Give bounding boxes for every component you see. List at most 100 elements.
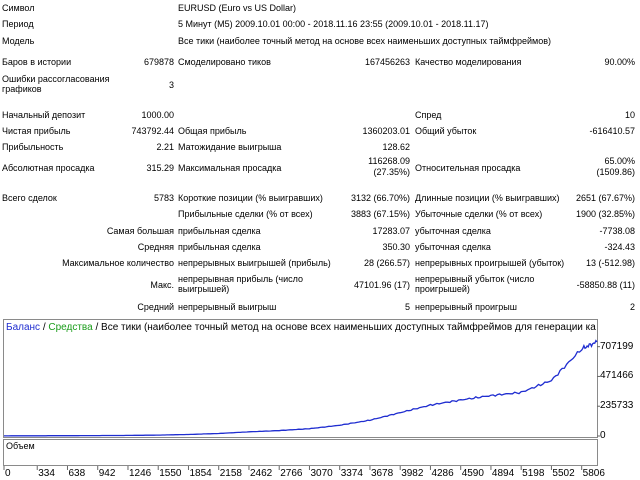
deposit-value: 1000.00 [141,110,174,120]
max-cons-profit-label: непрерывная прибыль (число выигрышей) [178,274,304,294]
bars-label: Баров в истории [2,57,72,67]
profit-trades-value: 3883 (67.15%) [350,209,410,219]
largest-profit-value: 17283.07 [372,226,410,236]
model-value: Все тики (наиболее точный метод на основ… [178,36,551,46]
bars-value: 679878 [143,57,174,67]
y-tick-label: 235733 [600,400,634,412]
max-count-label: Максимальное количество [62,258,174,268]
x-tick-label: 638 [68,468,86,479]
x-tick-label: 3070 [310,468,333,479]
y-tick-label: 707199 [600,340,634,352]
long-positions-label: Длинные позиции (% выигравших) [415,193,560,203]
legend-separator: / [40,322,49,333]
legend-description: / Все тики (наиболее точный метод на осн… [92,322,596,333]
avg-cons-wins-label: непрерывный выигрыш [178,302,277,312]
average-profit-label: прибыльная сделка [178,242,261,252]
short-positions-value: 3132 (66.70%) [350,193,410,203]
y-tick-label: 471466 [600,370,634,382]
x-tick-label: 1246 [128,468,152,479]
largest-loss-value: -7738.08 [599,226,635,236]
x-tick-label: 4894 [491,468,515,479]
x-tick-label: 3374 [340,468,363,479]
net-profit-value: 743792.44 [131,126,174,136]
x-tick-label: 3982 [401,468,424,479]
average-label: Средняя [137,242,174,252]
average-loss-label: убыточная сделка [415,242,491,252]
max-drawdown-label: Максимальная просадка [178,163,282,173]
x-tick-label: 1550 [159,468,182,479]
loss-trades-label: Убыточные сделки (% от всех) [415,209,543,219]
average-profit-value: 350.30 [382,242,410,252]
avg-cons-losses-label: непрерывный проигрыш [415,302,517,312]
max-label: Макс. [150,280,174,290]
rel-drawdown-value: 65.00% [604,156,635,166]
volume-panel [3,439,598,466]
net-profit-label: Чистая прибыль [2,126,71,136]
ticks-value: 167456263 [364,57,410,67]
average-loss-value: -324.43 [604,242,635,252]
largest-profit-label: прибыльная сделка [178,226,261,236]
abs-drawdown-label: Абсолютная просадка [2,163,95,173]
gross-loss-label: Общий убыток [415,126,477,136]
x-tick-label: 3678 [370,468,394,479]
x-tick-label: 2462 [249,468,273,479]
period-label: Период [2,19,34,29]
total-trades-label: Всего сделок [2,193,57,203]
profit-trades-label: Прибыльные сделки (% от всех) [178,209,313,219]
legend-equity: Средства [48,322,93,333]
volume-label: Объем [6,441,35,451]
x-tick-label: 334 [38,468,55,479]
quality-value: 90.00% [604,57,635,67]
gross-profit-label: Общая прибыль [178,126,247,136]
profit-factor-value: 2.21 [156,142,174,152]
x-tick-label: 1854 [189,468,212,479]
max-cons-wins-value: 28 (266.57) [363,258,410,268]
chart-legend: Баланс / Средства / Все тики (наиболее т… [6,322,596,333]
symbol-value: EURUSD (Euro vs US Dollar) [178,3,297,13]
expected-payoff-value: 128.62 [382,142,410,152]
x-tick-label: 2158 [219,468,242,479]
legend-balance: Баланс [6,322,41,333]
abs-drawdown-value: 315.29 [146,163,174,173]
avg-cons-losses-value: 2 [629,302,635,312]
x-tick-label: 4286 [431,468,454,479]
max-cons-loss-value: -58850.88 (11) [576,280,635,290]
x-tick-label: 2766 [280,468,303,479]
x-tick-label: 5198 [522,468,545,479]
short-positions-label: Короткие позиции (% выигравших) [178,193,323,203]
symbol-label: Символ [2,3,35,13]
balance-chart-area [3,319,598,438]
avg-label: Средний [137,302,174,312]
x-tick-label: 5806 [582,468,605,479]
loss-trades-value: 1900 (32.85%) [575,209,635,219]
errors-value: 3 [168,80,174,90]
balance-line [4,339,598,437]
largest-label: Самая большая [106,226,174,236]
errors-label: Ошибки рассогласования графиков [2,74,110,94]
max-cons-losses-value: 13 (-512.98) [585,258,635,268]
ticks-label: Смоделировано тиков [178,57,271,67]
gross-profit-value: 1360203.01 [362,126,410,136]
max-cons-losses-label: непрерывных проигрышей (убыток) [415,258,565,268]
total-trades-value: 5783 [153,193,174,203]
spread-label: Спред [415,110,442,120]
max-cons-wins-label: непрерывных выигрышей (прибыль) [178,258,331,268]
x-tick-label: 0 [5,468,11,479]
long-positions-value: 2651 (67.67%) [575,193,635,203]
max-drawdown-value: 116268.09 [368,156,410,166]
largest-loss-label: убыточная сделка [415,226,491,236]
x-tick-label: 942 [98,468,116,479]
x-tick-label: 5502 [552,468,575,479]
quality-label: Качество моделирования [415,57,522,67]
model-label: Модель [2,36,35,46]
spread-value: 10 [624,110,635,120]
deposit-label: Начальный депозит [2,110,86,120]
y-tick-label: 0 [600,430,606,441]
gross-loss-value: -616410.57 [589,126,635,136]
max-cons-profit-value: 47101.96 (17) [353,280,410,290]
expected-payoff-label: Матожидание выигрыша [178,142,282,152]
rel-drawdown-label: Относительная просадка [415,163,521,173]
profit-factor-label: Прибыльность [2,142,64,152]
max-drawdown-percent: (27.35%) [373,167,410,177]
